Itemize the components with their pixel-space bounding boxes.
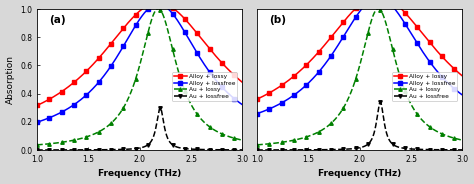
Text: (a): (a) (49, 15, 66, 25)
Au + lossy (278, 141, 283, 144)
Line: Alloy + lossy: Alloy + lossy (36, 1, 244, 107)
Au + lossfree (236, 149, 241, 151)
Alloy + lossy (255, 98, 260, 100)
Alloy + lossfree (236, 101, 241, 103)
Alloy + lossfree (239, 104, 245, 106)
Alloy + lossy (155, 2, 161, 4)
Alloy + lossfree (34, 121, 40, 123)
Au + lossy (70, 139, 75, 141)
Au + lossfree (34, 149, 40, 151)
Line: Au + lossfree: Au + lossfree (255, 100, 464, 152)
Alloy + lossfree (122, 43, 128, 45)
Legend: Alloy + lossy, Alloy + lossfree, Au + lossy, Au + lossfree: Alloy + lossy, Alloy + lossfree, Au + lo… (172, 72, 237, 101)
Line: Alloy + lossfree: Alloy + lossfree (36, 2, 244, 124)
Au + lossy (58, 141, 64, 144)
Legend: Alloy + lossy, Alloy + lossfree, Au + lossy, Au + lossfree: Alloy + lossy, Alloy + lossfree, Au + lo… (392, 72, 457, 101)
Alloy + lossy (213, 55, 219, 58)
Au + lossy (236, 138, 241, 140)
Text: (b): (b) (270, 15, 286, 25)
Alloy + lossy (70, 82, 75, 84)
Au + lossfree (213, 149, 219, 151)
Au + lossy (290, 139, 296, 141)
Alloy + lossy (113, 36, 118, 39)
Line: Alloy + lossfree: Alloy + lossfree (255, 0, 464, 115)
Au + lossy (113, 117, 118, 120)
Alloy + lossfree (255, 112, 260, 115)
Line: Alloy + lossy: Alloy + lossy (255, 0, 464, 101)
Line: Au + lossy: Au + lossy (255, 7, 464, 147)
Alloy + lossfree (433, 69, 439, 71)
Au + lossy (459, 139, 465, 141)
Alloy + lossfree (70, 105, 75, 107)
Alloy + lossfree (333, 47, 339, 50)
Alloy + lossfree (459, 94, 465, 96)
Au + lossy (375, 8, 381, 10)
Au + lossfree (377, 101, 383, 103)
Alloy + lossy (239, 81, 245, 83)
Alloy + lossy (290, 76, 296, 78)
Alloy + lossfree (58, 112, 64, 114)
Au + lossfree (433, 149, 439, 151)
Alloy + lossy (58, 91, 64, 93)
Alloy + lossfree (213, 79, 219, 82)
Au + lossy (34, 144, 40, 146)
Alloy + lossy (122, 26, 128, 28)
Au + lossfree (459, 149, 465, 151)
Au + lossy (155, 8, 161, 10)
Au + lossfree (122, 148, 128, 151)
Alloy + lossfree (342, 33, 347, 36)
Alloy + lossfree (456, 91, 461, 93)
Au + lossy (239, 139, 245, 141)
Line: Au + lossy: Au + lossy (36, 7, 244, 147)
Alloy + lossy (456, 72, 461, 74)
Alloy + lossy (433, 49, 439, 51)
Au + lossfree (342, 148, 347, 150)
Au + lossfree (239, 149, 245, 151)
Alloy + lossfree (290, 95, 296, 97)
Au + lossfree (255, 149, 260, 151)
Alloy + lossy (278, 85, 283, 87)
Au + lossfree (157, 107, 163, 109)
Alloy + lossy (459, 75, 465, 77)
Alloy + lossy (34, 104, 40, 107)
Au + lossfree (278, 149, 283, 151)
Au + lossfree (113, 148, 118, 151)
Au + lossfree (58, 149, 64, 151)
Alloy + lossfree (155, 3, 161, 5)
Y-axis label: Absorption: Absorption (6, 55, 15, 104)
Au + lossy (255, 144, 260, 146)
Alloy + lossy (236, 78, 241, 80)
Au + lossy (433, 130, 439, 132)
Au + lossy (456, 138, 461, 140)
Au + lossy (122, 105, 128, 107)
Alloy + lossfree (278, 102, 283, 105)
Au + lossfree (333, 148, 339, 151)
Au + lossy (342, 105, 347, 107)
Au + lossfree (290, 149, 296, 151)
X-axis label: Frequency (THz): Frequency (THz) (98, 169, 182, 178)
Alloy + lossy (342, 19, 347, 22)
Au + lossy (213, 130, 219, 132)
X-axis label: Frequency (THz): Frequency (THz) (318, 169, 401, 178)
Alloy + lossfree (113, 58, 118, 60)
Au + lossy (333, 117, 339, 120)
Line: Au + lossfree: Au + lossfree (36, 106, 244, 152)
Au + lossfree (456, 149, 461, 151)
Alloy + lossy (333, 30, 339, 32)
Au + lossfree (70, 149, 75, 151)
